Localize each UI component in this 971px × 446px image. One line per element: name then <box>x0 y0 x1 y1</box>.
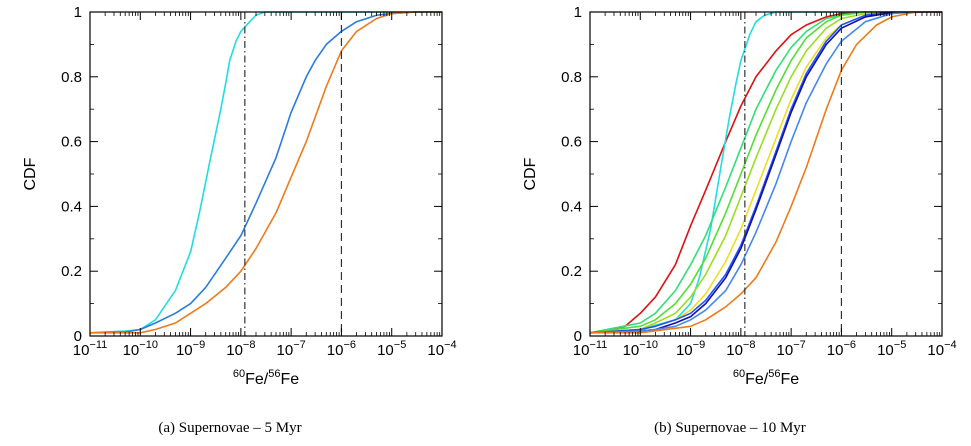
x-tick-label-exponent: −4 <box>944 339 957 351</box>
x-tick-label-base: 10 <box>327 342 344 359</box>
x-tick-label-base: 10 <box>623 342 640 359</box>
x-tick-label-base: 10 <box>927 342 944 359</box>
x-tick-label-exponent: −6 <box>843 339 856 351</box>
y-tick-label: 0 <box>74 328 82 345</box>
y-tick-label: 0.4 <box>61 198 82 215</box>
y-tick-label: 0.8 <box>561 69 582 86</box>
x-tick-label: 10−7 <box>777 339 806 359</box>
x-tick-label: 10−4 <box>427 339 456 359</box>
series-line-3 <box>90 11 442 334</box>
y-tick-label: 0.6 <box>561 134 582 151</box>
series-line-9 <box>590 11 942 334</box>
series-line-10 <box>590 11 942 334</box>
y-tick-label: 1 <box>574 4 582 21</box>
x-tick-label: 10−8 <box>726 339 755 359</box>
x-axis-label-element: Fe/ <box>245 371 269 388</box>
chart-panel-a: 10−11 10−10 10−9 10−8 10−7 10−6 10−5 10−400.20.… <box>22 4 457 436</box>
x-tick-label-exponent: −11 <box>89 339 107 351</box>
x-axis-label-element: Fe <box>280 371 299 388</box>
y-axis-label: CDF <box>22 157 39 190</box>
series-line-2 <box>90 11 442 334</box>
x-tick-label-base: 10 <box>676 342 693 359</box>
series-line-3 <box>590 11 942 334</box>
x-tick-label-exponent: −7 <box>293 339 306 351</box>
series-line-1 <box>590 11 942 334</box>
x-axis-label-isotope: 60 <box>233 368 245 380</box>
x-tick-label: 10−4 <box>927 339 956 359</box>
x-tick-label-exponent: −10 <box>139 339 158 351</box>
x-tick-label: 10−10 <box>623 339 658 359</box>
series-line-7 <box>590 11 942 334</box>
x-tick-label: 10−11 <box>573 339 608 359</box>
x-tick-label-base: 10 <box>377 342 394 359</box>
plot-frame <box>589 11 943 337</box>
y-axis-label: CDF <box>522 157 539 190</box>
x-axis-label-element: Fe <box>780 371 799 388</box>
x-tick-label-exponent: −9 <box>693 339 706 351</box>
x-tick-label-exponent: −9 <box>193 339 206 351</box>
x-axis-label-isotope: 56 <box>768 368 780 380</box>
x-tick-label-base: 10 <box>777 342 794 359</box>
series-line-5 <box>590 11 942 334</box>
x-tick-label: 10−6 <box>827 339 856 359</box>
x-tick-label-exponent: −8 <box>743 339 756 351</box>
chart-caption: (a) Supernovae – 5 Myr <box>158 420 301 436</box>
plot-frame <box>89 11 443 337</box>
x-tick-label: 10−7 <box>277 339 306 359</box>
x-axis-label-isotope: 56 <box>268 368 280 380</box>
x-tick-label-exponent: −11 <box>589 339 607 351</box>
x-tick-label-base: 10 <box>73 342 90 359</box>
x-tick-label: 10−10 <box>123 339 158 359</box>
x-axis-label: 60Fe/56Fe <box>233 368 299 388</box>
x-tick-label-base: 10 <box>277 342 294 359</box>
x-tick-label-base: 10 <box>176 342 193 359</box>
x-tick-label-exponent: −5 <box>894 339 907 351</box>
chart-caption: (b) Supernovae – 10 Myr <box>654 420 806 436</box>
series-line-2 <box>590 11 942 334</box>
x-tick-label: 10−6 <box>327 339 356 359</box>
y-tick-label: 0 <box>574 328 582 345</box>
y-tick-label: 0.4 <box>561 198 582 215</box>
series-line-4 <box>590 11 942 334</box>
x-tick-label-base: 10 <box>827 342 844 359</box>
x-tick-label: 10−5 <box>377 339 406 359</box>
x-tick-label-exponent: −10 <box>639 339 658 351</box>
x-axis-label-isotope: 60 <box>733 368 745 380</box>
series-line-6 <box>590 11 942 334</box>
x-tick-label: 10−8 <box>226 339 255 359</box>
x-tick-label-base: 10 <box>726 342 743 359</box>
chart-panel-b: 10−11 10−10 10−9 10−8 10−7 10−6 10−5 10−400.20.… <box>522 4 957 436</box>
x-tick-label: 10−11 <box>73 339 108 359</box>
x-tick-label-exponent: −8 <box>243 339 256 351</box>
x-tick-label-exponent: −5 <box>394 339 407 351</box>
x-tick-label-base: 10 <box>573 342 590 359</box>
x-axis-label: 60Fe/56Fe <box>733 368 799 388</box>
y-tick-label: 0.6 <box>61 134 82 151</box>
y-tick-label: 1 <box>74 4 82 21</box>
x-tick-label-exponent: −6 <box>343 339 356 351</box>
x-axis-label-element: Fe/ <box>745 371 769 388</box>
x-tick-label-base: 10 <box>877 342 894 359</box>
series-line-8 <box>590 11 942 334</box>
x-tick-label: 10−5 <box>877 339 906 359</box>
y-tick-label: 0.2 <box>561 263 582 280</box>
x-tick-label-base: 10 <box>427 342 444 359</box>
x-tick-label: 10−9 <box>176 339 205 359</box>
x-tick-label: 10−9 <box>676 339 705 359</box>
x-tick-label-base: 10 <box>226 342 243 359</box>
y-tick-label: 0.8 <box>61 69 82 86</box>
x-tick-label-exponent: −4 <box>444 339 457 351</box>
x-tick-label-exponent: −7 <box>793 339 806 351</box>
series-line-1 <box>90 11 442 334</box>
x-tick-label-base: 10 <box>123 342 140 359</box>
y-tick-label: 0.2 <box>61 263 82 280</box>
